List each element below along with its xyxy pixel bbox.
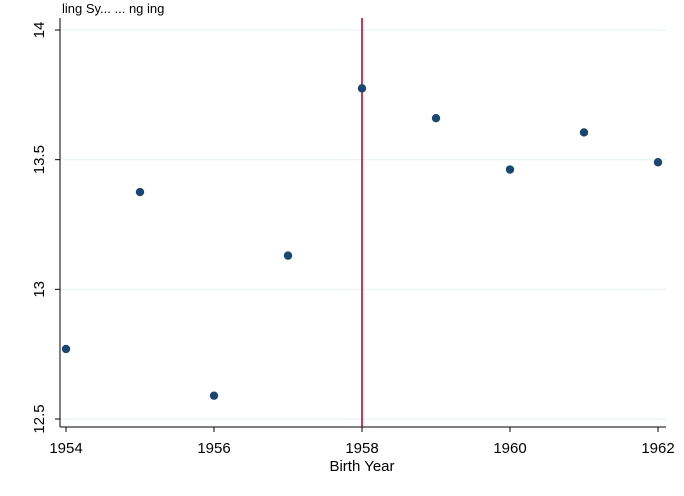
x-tick-label: 1958 xyxy=(345,440,378,457)
header-partial-text: ling Sy... ... ng ing xyxy=(62,1,164,16)
tick-labels: 12.5 13 13.5 14 1954 1956 1958 1960 1962 xyxy=(31,22,675,457)
data-points xyxy=(61,84,663,400)
data-point xyxy=(61,344,71,354)
data-point xyxy=(135,187,145,197)
y-tick-label: 13 xyxy=(31,281,48,298)
y-tick-label: 12.5 xyxy=(31,404,48,433)
data-point xyxy=(653,158,663,167)
x-axis-title: Birth Year xyxy=(329,458,394,475)
data-point xyxy=(431,113,441,123)
x-tick-label: 1960 xyxy=(493,440,526,457)
x-tick-label: 1954 xyxy=(49,440,82,457)
x-tick-label: 1956 xyxy=(197,440,230,457)
y-tick-label: 13.5 xyxy=(31,145,48,174)
data-point xyxy=(283,251,293,260)
y-tick-label: 14 xyxy=(31,22,48,39)
data-point xyxy=(579,128,589,137)
data-point xyxy=(357,84,367,93)
x-tick-label: 1962 xyxy=(641,440,674,457)
data-point xyxy=(505,165,515,174)
axes xyxy=(55,18,666,432)
data-point xyxy=(209,391,219,400)
grid-lines xyxy=(60,29,666,420)
